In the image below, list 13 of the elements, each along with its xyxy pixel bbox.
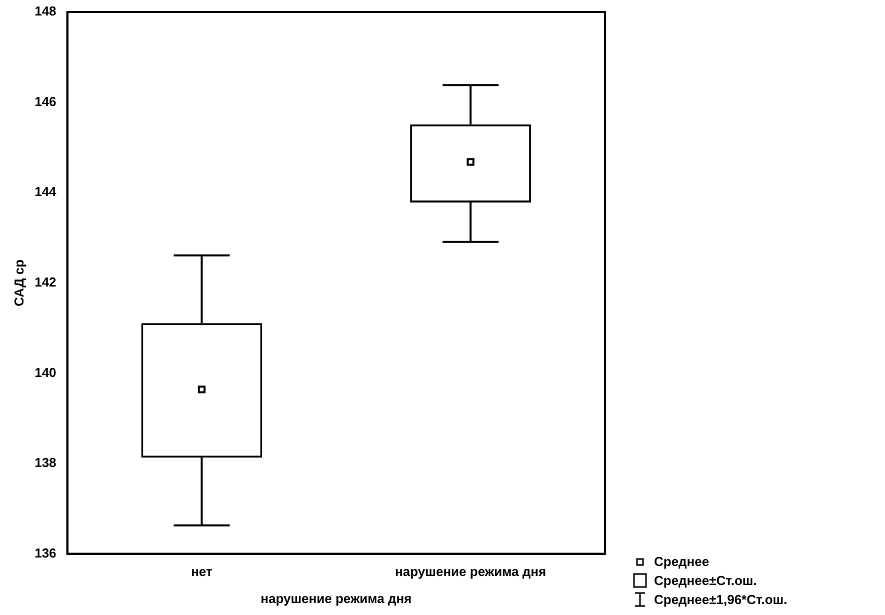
y-tick-label: 148 (34, 4, 56, 19)
text: Среднее±1,96*Ст.ош. (654, 592, 788, 607)
y-tick-label: 136 (34, 545, 56, 560)
y-tick-label: 144 (34, 184, 58, 200)
y-axis-title: САД ср (11, 259, 26, 306)
y-tick-label: 138 (34, 455, 56, 470)
text: Среднее±Ст.ош. (654, 573, 757, 588)
text: Среднее (654, 554, 710, 569)
x-axis-title: нарушение режима дня (260, 590, 412, 606)
y-tick-label: 146 (34, 94, 56, 109)
y-tick-label: 142 (34, 274, 56, 290)
y-tick-label: 140 (34, 364, 56, 380)
x-tick-label: нет (191, 564, 212, 580)
